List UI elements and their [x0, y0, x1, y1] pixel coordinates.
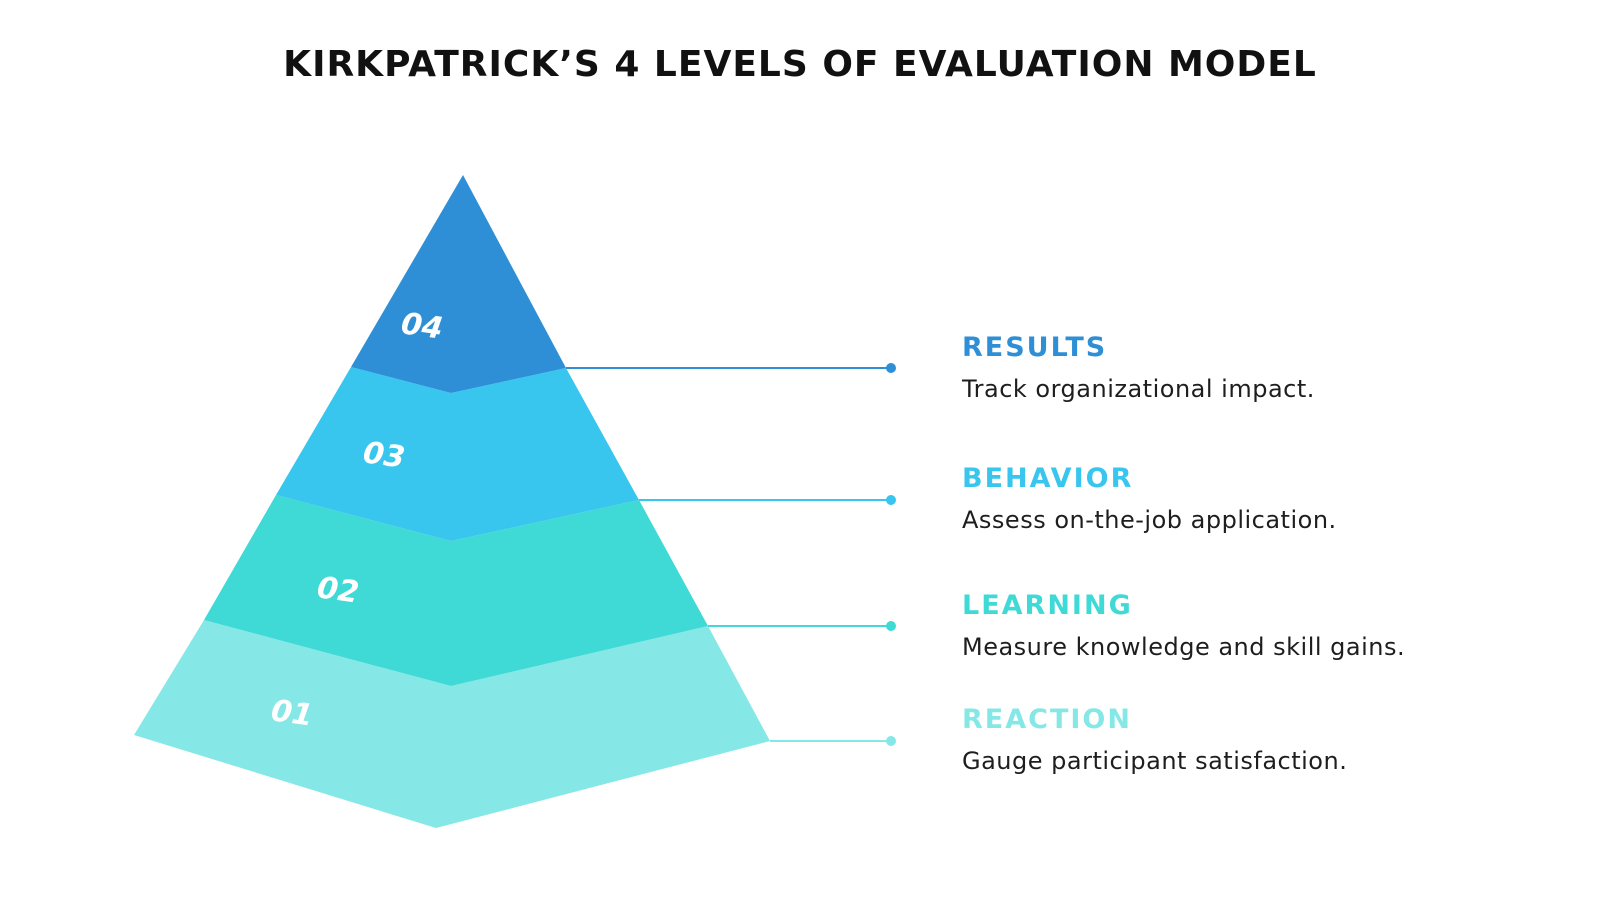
- connector-dot-learning: [886, 621, 896, 631]
- level-label-learning: LEARNING Measure knowledge and skill gai…: [962, 590, 1405, 662]
- connector-dot-results: [886, 363, 896, 373]
- level-number-04: 04: [399, 306, 445, 346]
- pyramid-layer-04: [351, 175, 566, 393]
- level-name-behavior: BEHAVIOR: [962, 463, 1134, 494]
- level-description-results: Track organizational impact.: [962, 375, 1315, 403]
- level-label-behavior: BEHAVIOR Assess on-the-job application.: [962, 463, 1337, 535]
- level-name-results: RESULTS: [962, 332, 1108, 363]
- level-description-learning: Measure knowledge and skill gains.: [962, 633, 1406, 661]
- level-number-01: 01: [269, 693, 315, 733]
- level-description-reaction: Gauge participant satisfaction.: [962, 747, 1348, 775]
- connector-dot-behavior: [886, 495, 896, 505]
- pyramid-layer-01: [134, 620, 770, 828]
- connector-dot-reaction: [886, 736, 896, 746]
- level-number-02: 02: [315, 570, 361, 610]
- level-label-reaction: REACTION Gauge participant satisfaction.: [962, 704, 1347, 776]
- level-description-behavior: Assess on-the-job application.: [962, 506, 1337, 534]
- pyramid-layer-02: [204, 495, 708, 686]
- level-label-results: RESULTS Track organizational impact.: [962, 332, 1315, 404]
- diagram-title: KIRKPATRICK’S 4 LEVELS OF EVALUATION MOD…: [283, 44, 1317, 85]
- level-name-reaction: REACTION: [962, 704, 1132, 735]
- level-name-learning: LEARNING: [962, 590, 1133, 621]
- level-number-03: 03: [361, 435, 407, 475]
- pyramid-layer-03: [276, 367, 639, 541]
